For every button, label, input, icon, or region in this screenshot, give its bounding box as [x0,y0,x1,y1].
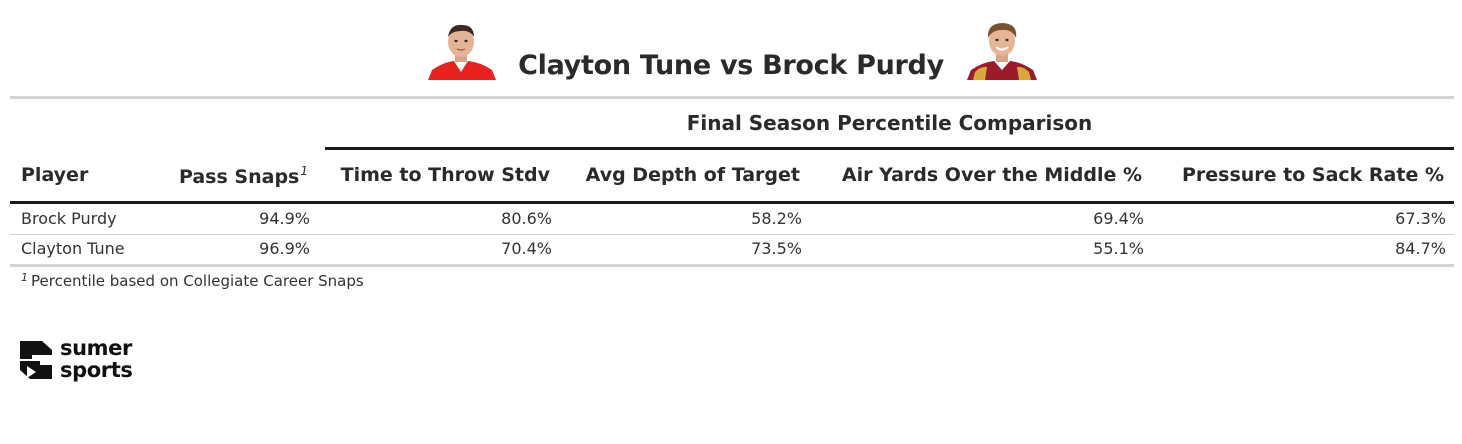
logo-wordmark: sumer sports [60,336,133,382]
footnote-marker: 1 [21,271,28,284]
table-bottom-rule [10,264,1454,267]
player-headshot-icon [965,20,1039,80]
column-header-player-label: Player [21,164,89,186]
sumer-sports-logo: sumer sports [20,337,180,383]
player-name-cell: Clayton Tune [21,239,125,258]
column-header-pressure-to-sack: Pressure to Sack Rate % [1181,164,1444,186]
column-header-pass-snaps-label: Pass Snaps [178,166,300,188]
air-yards-middle-cell: 69.4% [1093,209,1144,228]
table-top-rule [10,96,1454,99]
pressure-to-sack-cell: 84.7% [1395,239,1446,258]
column-header-pass-snaps: Pass Snaps1 [179,164,308,188]
player-headshot-icon [424,20,498,80]
page-title: Clayton Tune vs Brock Purdy [518,50,944,81]
avg-depth-cell: 73.5% [751,239,802,258]
footnote-text: Percentile based on Collegiate Career Sn… [31,272,364,290]
time-to-throw-cell: 70.4% [501,239,552,258]
sumer-sports-logo-icon [20,341,52,379]
column-header-time-to-throw: Time to Throw Stdv [340,164,550,186]
avg-depth-cell: 58.2% [751,209,802,228]
pass-snaps-cell: 94.9% [259,209,310,228]
logo-line-1: sumer [60,336,132,360]
column-spanner-rule [325,147,1454,150]
player-name-cell: Brock Purdy [21,209,117,228]
column-header-air-yards-middle: Air Yards Over the Middle % [841,164,1142,186]
table-row: Brock Purdy 94.9% 80.6% 58.2% 69.4% 67.3… [10,205,1454,235]
pressure-to-sack-cell: 67.3% [1395,209,1446,228]
air-yards-middle-cell: 55.1% [1093,239,1144,258]
table-footnote: 1 Percentile based on Collegiate Career S… [21,271,364,290]
column-header-avg-depth: Avg Depth of Target [585,164,800,186]
table-row: Clayton Tune 96.9% 70.4% 73.5% 55.1% 84.… [10,235,1454,264]
logo-line-2: sports [60,358,133,382]
footnote-marker: 1 [300,164,308,178]
column-spanner-label: Final Season Percentile Comparison [686,111,1093,135]
pass-snaps-cell: 96.9% [259,239,310,258]
column-header-player: Player [21,164,88,186]
time-to-throw-cell: 80.6% [501,209,552,228]
header-rule [10,201,1454,204]
title-row: Clayton Tune vs Brock Purdy [0,20,1462,82]
